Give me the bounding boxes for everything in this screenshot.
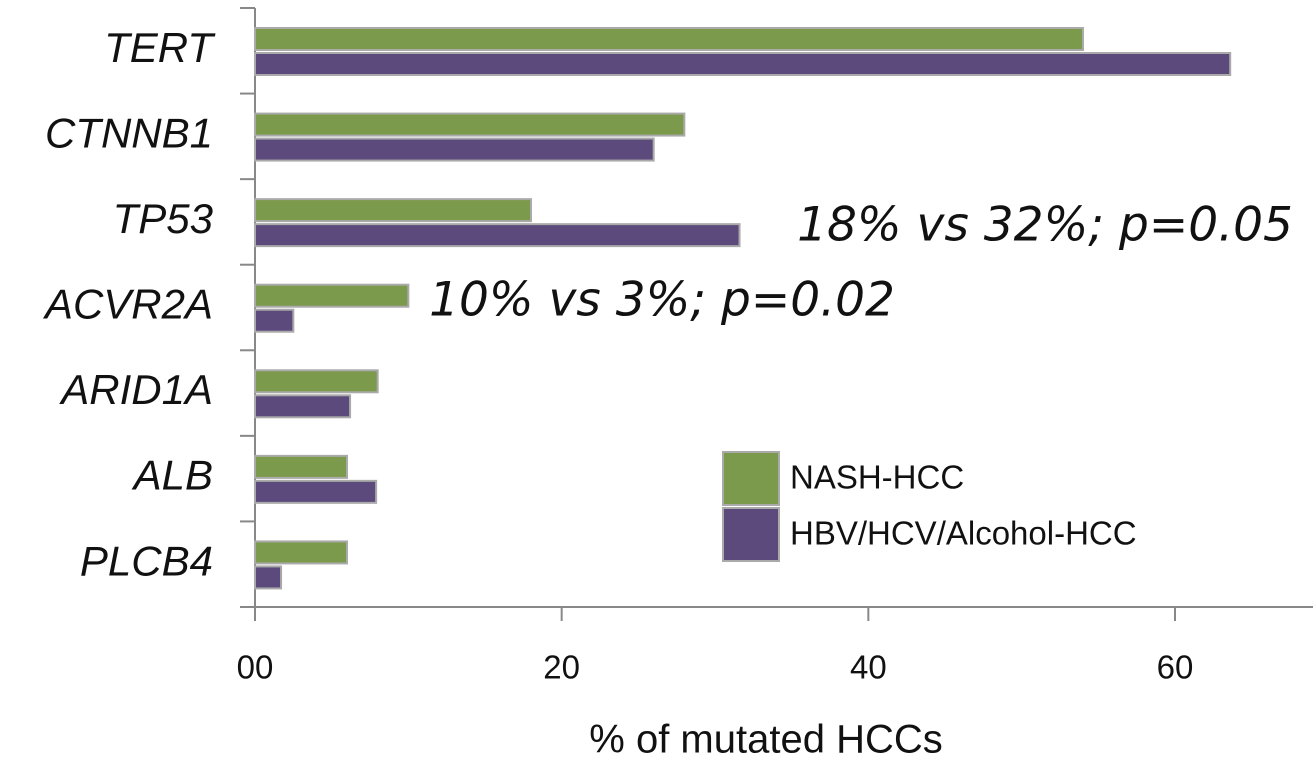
bar [254,369,379,394]
category-label: TERT [104,24,216,71]
legend-swatch [722,507,780,562]
category-label: ARID1A [58,366,213,413]
category-label: ACVR2A [42,281,213,328]
bar [254,479,378,504]
x-tick-label: 60 [1157,649,1194,686]
bar [254,540,348,565]
x-axis-label: % of mutated HCCs [589,718,942,760]
x-tick-label: 40 [850,649,887,686]
legend-label: HBV/HCV/Alcohol-HCC [790,515,1137,552]
legend-swatch [722,451,780,506]
annotation: 10% vs 3%; p=0.02 [429,273,895,328]
category-label: CTNNB1 [45,109,213,156]
category-label: PLCB4 [80,537,213,584]
bar [254,283,410,308]
x-tick-label: 20 [543,649,580,686]
category-label: ALB [131,452,213,499]
bar [254,394,352,419]
bar [254,223,741,248]
bar [254,308,295,333]
bar [254,454,348,479]
bar [254,565,283,590]
category-label: TP53 [113,195,213,242]
bar [254,137,655,162]
bar [254,27,1084,51]
legend-label: NASH-HCC [790,459,964,496]
bar [254,112,686,137]
bar [254,52,1232,76]
x-tick-label: 00 [237,649,274,686]
bar [254,198,532,223]
annotation: 18% vs 32%; p=0.05 [797,198,1293,253]
